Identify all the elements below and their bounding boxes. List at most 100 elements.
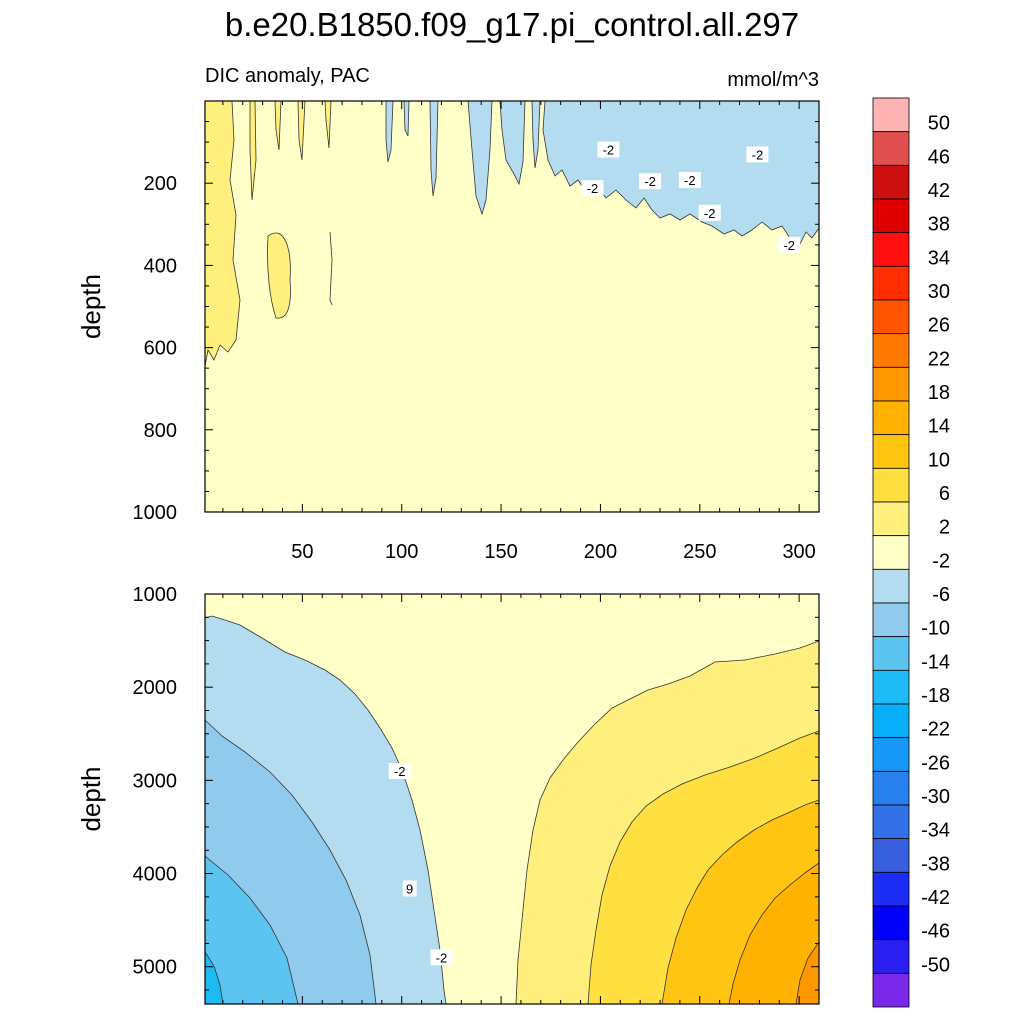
colorbar-swatch xyxy=(872,871,910,907)
upper-cool-patch xyxy=(499,101,526,186)
lower-plot-frame xyxy=(204,593,820,1005)
chart-title: b.e20.B1850.f09_g17.pi_control.all.297 xyxy=(225,6,799,43)
y-tick-label: 3000 xyxy=(133,770,178,792)
colorbar-label: 6 xyxy=(939,483,950,505)
lower-panel: -2 9 -2 1000 2000 3000 4000 5000 depth xyxy=(76,584,820,1005)
colorbar-label: 26 xyxy=(928,315,950,337)
colorbar-swatch xyxy=(872,804,910,840)
contour-label-box xyxy=(388,763,411,780)
upper-warm-streak xyxy=(297,101,306,161)
upper-warm-patch-mid xyxy=(267,232,291,319)
colorbar-label: 14 xyxy=(928,416,950,438)
colorbar-swatch xyxy=(872,535,910,570)
upper-cool-streak xyxy=(385,101,394,163)
y-tick-label: 4000 xyxy=(133,864,178,886)
colorbar-swatch xyxy=(872,703,910,739)
colorbar-swatch xyxy=(872,164,910,200)
contour-label: -2 xyxy=(704,206,716,221)
colorbar-label: 38 xyxy=(928,214,950,236)
colorbar: 50 46 42 38 34 30 26 22 18 14 10 6 2 -2 -6 -10 -14 -18 -22… xyxy=(872,97,950,1008)
contour-label: -2 xyxy=(603,142,615,157)
x-tick-label: 300 xyxy=(782,541,815,563)
colorbar-label: -6 xyxy=(932,584,950,606)
colorbar-swatch xyxy=(872,972,910,1008)
upper-contour-line xyxy=(329,231,333,306)
upper-axes: 50 100 150 200 250 300 200 400 600 800 1000 depth xyxy=(76,100,819,563)
upper-contours xyxy=(205,101,819,512)
colorbar-label: -38 xyxy=(921,853,950,875)
colorbar-swatch xyxy=(872,905,910,941)
upper-cool-streak xyxy=(403,101,410,137)
colorbar-label: 46 xyxy=(928,146,950,168)
colorbar-swatch xyxy=(872,737,910,772)
y-axis-label: depth xyxy=(76,766,106,831)
colorbar-label: -18 xyxy=(921,685,950,707)
colorbar-swatch xyxy=(872,198,910,234)
y-tick-label: 800 xyxy=(144,420,177,442)
colorbar-label: 50 xyxy=(928,113,950,135)
colorbar-swatch xyxy=(872,366,910,402)
colorbar-swatch xyxy=(872,333,910,368)
upper-cool-streak xyxy=(531,101,541,169)
colorbar-label: 10 xyxy=(928,449,950,471)
colorbar-swatch xyxy=(872,131,910,166)
x-tick-label: 150 xyxy=(484,541,517,563)
contour-label: -2 xyxy=(436,950,448,965)
colorbar-swatch xyxy=(872,400,910,436)
colorbar-label: 42 xyxy=(928,180,950,202)
colorbar-label: -34 xyxy=(921,820,950,842)
contour-label-box xyxy=(597,141,620,158)
y-tick-label: 1000 xyxy=(133,502,178,524)
colorbar-swatch xyxy=(872,838,910,873)
upper-warm-streak xyxy=(274,101,282,151)
contour-label: -2 xyxy=(644,174,656,189)
contour-label: -2 xyxy=(394,764,406,779)
colorbar-label: -10 xyxy=(921,618,950,640)
colorbar-label: 22 xyxy=(928,348,950,370)
upper-cool-patch xyxy=(467,101,493,216)
colorbar-label: 34 xyxy=(928,247,950,269)
y-tick-label: 200 xyxy=(144,173,177,195)
contour-label: 9 xyxy=(406,881,413,896)
upper-cool-streak xyxy=(429,101,439,197)
contour-label-box xyxy=(698,204,721,221)
colorbar-label: -42 xyxy=(921,887,950,909)
contour-label: -2 xyxy=(752,147,764,162)
colorbar-swatch xyxy=(872,434,910,469)
colorbar-label: -14 xyxy=(921,651,950,673)
colorbar-label: -46 xyxy=(921,921,950,943)
upper-warm-patch-left xyxy=(205,101,241,367)
lower-contours xyxy=(205,594,819,1004)
colorbar-swatch xyxy=(872,770,910,806)
colorbar-label: -26 xyxy=(921,752,950,774)
upper-panel: -2 -2 -2 -2 -2 -2 -2 50 100 150 200 250 300 200 400 60… xyxy=(76,100,820,563)
colorbar-label: -22 xyxy=(921,719,950,741)
contour-label-box xyxy=(430,949,453,966)
colorbar-swatch xyxy=(872,97,910,133)
colorbar-swatch xyxy=(872,568,910,604)
contour-label-box xyxy=(778,236,801,253)
lower-warm-band-18to22 xyxy=(795,941,819,1004)
colorbar-swatch xyxy=(872,265,910,301)
chart-units: mmol/m^3 xyxy=(727,69,819,91)
colorbar-label: 18 xyxy=(928,382,950,404)
chart-subtitle-left: DIC anomaly, PAC xyxy=(205,65,370,87)
contour-label: -2 xyxy=(783,238,795,253)
lower-warm-band-14to18 xyxy=(728,862,819,1004)
lower-axes: 1000 2000 3000 4000 5000 depth xyxy=(76,584,819,1004)
lower-cool-band-14to18 xyxy=(205,951,224,1004)
colorbar-swatch xyxy=(872,467,910,503)
contour-label: -2 xyxy=(684,173,696,188)
colorbar-swatch xyxy=(872,501,910,537)
x-tick-label: 250 xyxy=(683,541,716,563)
colorbar-swatch xyxy=(872,299,910,335)
y-tick-label: 400 xyxy=(144,255,177,277)
lower-contour-labels: -2 9 -2 xyxy=(388,763,453,966)
colorbar-swatch xyxy=(872,232,910,267)
contour-label-box xyxy=(746,146,769,163)
contour-label-box xyxy=(402,880,417,897)
x-tick-label: 100 xyxy=(385,541,418,563)
y-tick-label: 2000 xyxy=(133,677,178,699)
colorbar-swatch xyxy=(872,669,910,705)
